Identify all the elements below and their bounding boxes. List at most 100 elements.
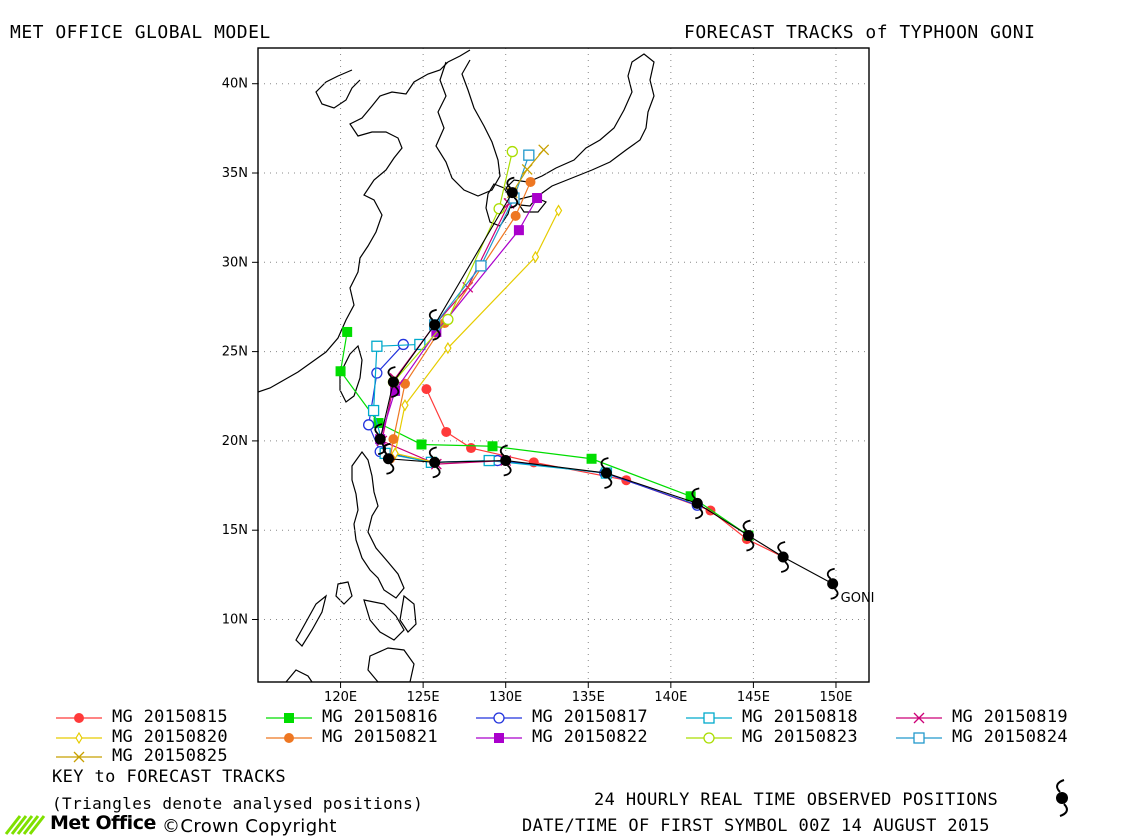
- legend-markers: [56, 712, 942, 763]
- legend-marker: [494, 733, 504, 743]
- lon-tick-label: 130E: [489, 690, 522, 705]
- legend-label: MG 20150822: [532, 727, 648, 747]
- lon-tick-label: 135E: [572, 690, 605, 705]
- track-point: [335, 366, 346, 377]
- legend-marker: [913, 732, 925, 744]
- legend-marker: [73, 751, 85, 763]
- track-mg-20150823: [387, 145, 518, 388]
- legend-label: MG 20150821: [322, 727, 438, 747]
- track-point: [416, 439, 427, 450]
- track-point: [525, 176, 536, 187]
- track-point: [487, 441, 498, 452]
- legend-marker: [75, 731, 83, 745]
- track-point: [586, 453, 597, 464]
- lon-tick-label: 125E: [407, 690, 440, 705]
- track-point: [441, 426, 452, 437]
- track-point: [371, 340, 383, 352]
- track-point: [532, 193, 543, 204]
- key-title: KEY to FORECAST TRACKS: [52, 767, 286, 787]
- track-mg-20150817: [362, 338, 703, 511]
- track-mg-20150816: [335, 326, 754, 541]
- track-point: [506, 145, 518, 158]
- track-point: [371, 367, 383, 379]
- legend-label: MG 20150816: [322, 707, 438, 727]
- observed-track-line: [379, 192, 833, 585]
- legend-label: MG 20150820: [112, 727, 228, 747]
- lat-tick-label: 35N: [222, 166, 248, 181]
- typhoon-symbol-icon: [374, 423, 387, 456]
- typhoon-symbol-icon: [428, 308, 441, 341]
- coastline-taiwan: [339, 344, 363, 403]
- observed-symbol-icon: [1056, 779, 1068, 817]
- track-point: [399, 378, 410, 389]
- storm-name-label: GONI: [841, 591, 875, 606]
- track-line: [339, 331, 749, 537]
- track-point: [554, 204, 563, 217]
- typhoon-symbol-icon: [691, 487, 704, 520]
- coastline-borneo: [285, 669, 313, 682]
- legend-marker: [493, 712, 505, 724]
- header-model-title: MET OFFICE GLOBAL MODEL: [10, 22, 271, 43]
- coastline-japan-shikoku: [515, 195, 547, 213]
- coastline-mindanao: [367, 647, 415, 682]
- track-line: [394, 210, 560, 463]
- track-point: [342, 326, 353, 337]
- track-point: [421, 384, 432, 395]
- copyright-text: ©Crown Copyright: [162, 816, 337, 837]
- forecast-tracks: [335, 144, 789, 562]
- coastline-bohai: [315, 69, 361, 109]
- legend-marker: [74, 713, 84, 723]
- legend-marker: [703, 732, 715, 744]
- first-symbol-datetime: DATE/TIME OF FIRST SYMBOL 00Z 14 AUGUST …: [522, 816, 990, 836]
- coastline-samar: [399, 594, 417, 633]
- axis-labels: 10N 15N 20N 25N 30N 35N 40N 120E 125E 130E 135E 140…: [222, 77, 853, 705]
- track-point: [466, 443, 477, 454]
- typhoon-symbol-icon: [428, 446, 441, 479]
- lat-tick-label: 30N: [222, 255, 248, 270]
- legend-marker: [703, 712, 715, 724]
- legend-label: MG 20150817: [532, 707, 648, 727]
- track-point: [373, 418, 384, 429]
- legend-marker: [284, 713, 294, 723]
- coastline-visayas: [363, 599, 405, 641]
- lon-tick-label: 140E: [654, 690, 687, 705]
- legend-label: MG 20150818: [742, 707, 858, 727]
- observed-positions: [374, 176, 839, 600]
- coastline-japan-honshu: [505, 53, 655, 207]
- track-point: [475, 260, 487, 272]
- met-office-logo-icon: [4, 815, 46, 835]
- observed-positions-caption: 24 HOURLY REAL TIME OBSERVED POSITIONS: [594, 790, 999, 810]
- lon-tick-label: 120E: [324, 690, 357, 705]
- typhoon-symbol-icon: [506, 176, 519, 209]
- track-point: [510, 210, 521, 221]
- lon-tick-label: 145E: [737, 690, 770, 705]
- typhoon-symbol-icon: [777, 541, 789, 573]
- legend-label: MG 20150823: [742, 727, 858, 747]
- lat-tick-label: 15N: [222, 523, 248, 538]
- coastline-mindoro: [335, 581, 353, 605]
- track-line: [368, 344, 698, 506]
- header-forecast-title: FORECAST TRACKS of TYPHOON GONI: [684, 22, 1036, 43]
- typhoon-symbol-icon: [600, 457, 613, 489]
- legend-marker: [913, 712, 925, 724]
- track-mg-20150820: [391, 204, 563, 469]
- track-point: [685, 491, 696, 502]
- coastline-palawan: [295, 594, 328, 647]
- lat-tick-label: 40N: [222, 77, 248, 92]
- typhoon-symbol-icon: [382, 442, 395, 475]
- track-point: [362, 419, 375, 431]
- track-point: [531, 250, 540, 264]
- lat-tick-label: 20N: [222, 434, 248, 449]
- coastline-china: [258, 49, 471, 393]
- typhoon-symbol-icon: [826, 567, 839, 600]
- track-line: [434, 154, 530, 326]
- coastlines: [258, 49, 655, 682]
- track-point: [444, 341, 452, 355]
- legend-marker: [284, 733, 294, 743]
- track-point: [401, 399, 409, 412]
- lon-tick-label: 150E: [819, 690, 852, 705]
- legend-label: MG 20150819: [952, 707, 1068, 727]
- track-point: [523, 149, 535, 161]
- lat-tick-label: 10N: [222, 612, 248, 627]
